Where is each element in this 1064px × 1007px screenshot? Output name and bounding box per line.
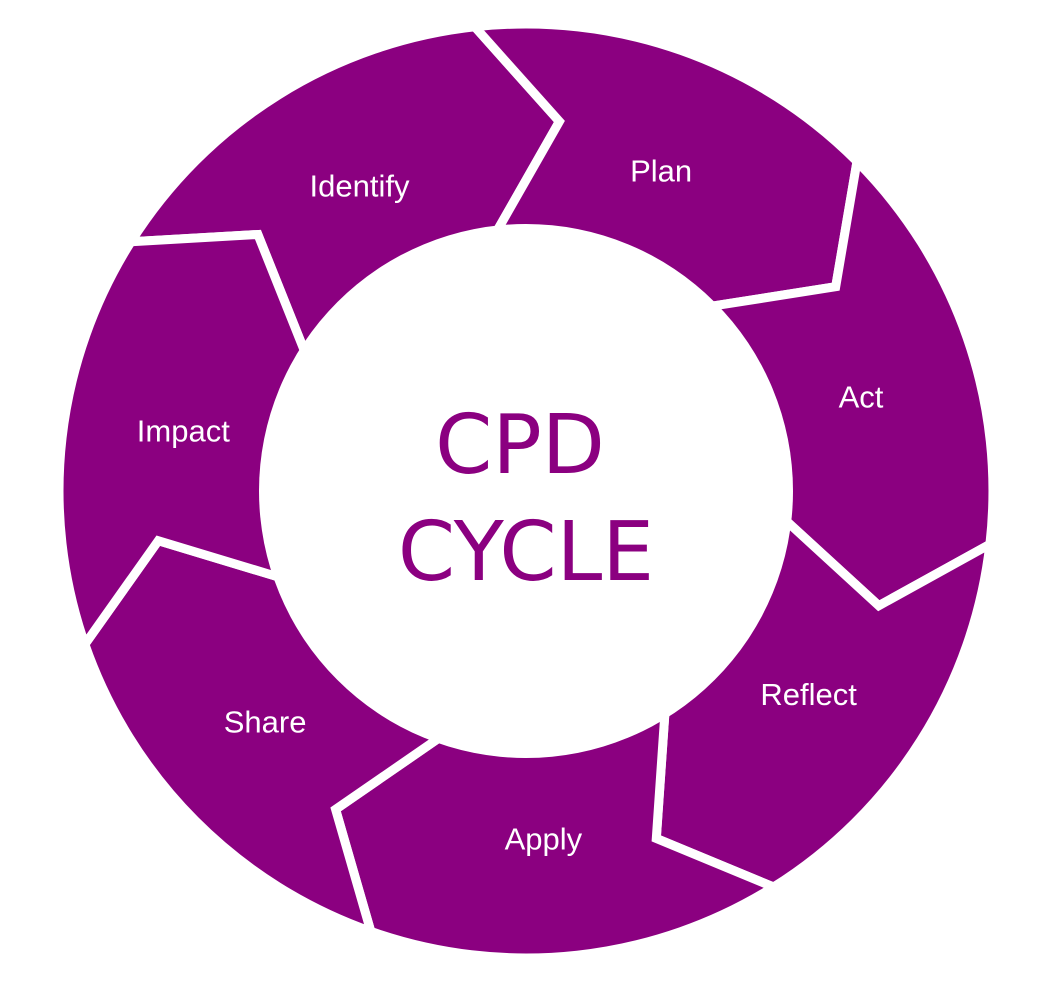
center-title-line2: CYCLE [398, 505, 654, 600]
step-label-share: Share [224, 704, 307, 739]
step-label-plan: Plan [630, 153, 692, 188]
step-label-reflect: Reflect [760, 677, 857, 712]
center-circle [259, 224, 793, 758]
step-label-impact: Impact [137, 414, 230, 449]
step-label-identify: Identify [310, 168, 410, 203]
cycle-segments [54, 19, 998, 963]
center-title-line1: CPD [435, 398, 605, 493]
cycle-labels: Identify Plan Act Reflect Apply Share Impact [137, 153, 884, 856]
step-label-apply: Apply [505, 822, 583, 857]
step-label-act: Act [839, 380, 884, 415]
